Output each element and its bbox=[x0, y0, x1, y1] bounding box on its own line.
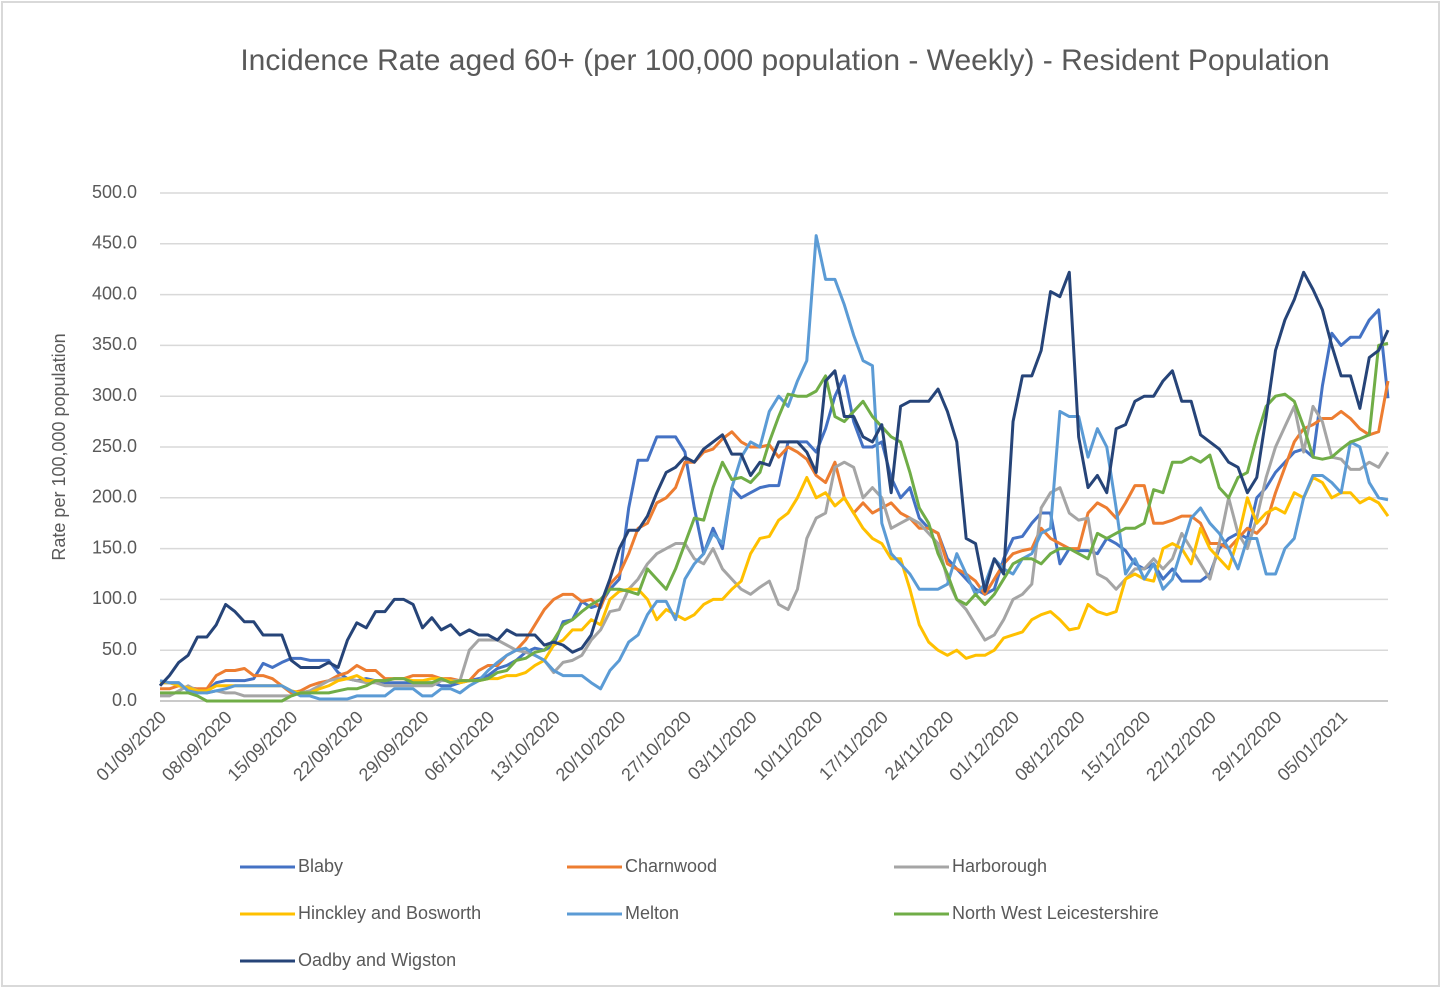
x-tick-label: 03/11/2020 bbox=[684, 707, 761, 784]
x-tick-label: 06/10/2020 bbox=[420, 707, 498, 785]
x-tick-label: 08/12/2020 bbox=[1011, 707, 1089, 785]
y-tick-label: 100.0 bbox=[92, 588, 137, 608]
x-tick-label: 15/09/2020 bbox=[224, 707, 302, 785]
series-line bbox=[160, 308, 1390, 693]
x-tick-label: 29/09/2020 bbox=[355, 707, 433, 785]
y-tick-label: 350.0 bbox=[92, 334, 137, 354]
series-line bbox=[160, 341, 1389, 703]
x-tick-label: 27/10/2020 bbox=[617, 707, 695, 785]
x-tick-label: 22/09/2020 bbox=[289, 707, 367, 785]
x-tick-label: 01/12/2020 bbox=[945, 707, 1023, 785]
legend-label: Hinckley and Bosworth bbox=[298, 903, 481, 923]
x-tick-label: 01/09/2020 bbox=[92, 707, 170, 785]
y-tick-label: 0.0 bbox=[112, 690, 137, 710]
x-tick-label: 08/09/2020 bbox=[158, 707, 236, 785]
y-tick-label: 500.0 bbox=[92, 182, 137, 202]
y-tick-label: 200.0 bbox=[92, 487, 137, 507]
y-tick-label: 300.0 bbox=[92, 385, 137, 405]
x-tick-label: 22/12/2020 bbox=[1142, 707, 1220, 785]
chart-title: Incidence Rate aged 60+ (per 100,000 pop… bbox=[240, 44, 1330, 77]
y-tick-label: 400.0 bbox=[92, 283, 137, 303]
y-tick-label: 50.0 bbox=[102, 639, 137, 659]
series-line bbox=[158, 270, 1390, 687]
series-line bbox=[160, 475, 1390, 695]
series-line bbox=[160, 404, 1390, 698]
x-tick-label: 13/10/2020 bbox=[486, 707, 564, 785]
series-line bbox=[159, 234, 1389, 701]
legend-label: Charnwood bbox=[625, 856, 717, 876]
x-tick-label: 17/11/2020 bbox=[815, 707, 892, 784]
legend-label: Harborough bbox=[952, 856, 1047, 876]
y-tick-label: 450.0 bbox=[92, 233, 137, 253]
x-tick-label: 29/12/2020 bbox=[1208, 707, 1286, 785]
x-tick-label: 15/12/2020 bbox=[1077, 707, 1155, 785]
x-tick-label: 05/01/2021 bbox=[1273, 707, 1351, 785]
legend-label: Melton bbox=[625, 903, 679, 923]
y-tick-label: 250.0 bbox=[92, 436, 137, 456]
legend-label: North West Leicestershire bbox=[952, 903, 1159, 923]
x-tick-label: 10/11/2020 bbox=[749, 707, 826, 784]
y-axis-title: Rate per 100,000 population bbox=[49, 333, 69, 560]
legend-label: Oadby and Wigston bbox=[298, 950, 456, 970]
y-tick-label: 150.0 bbox=[92, 537, 137, 557]
x-tick-label: 20/10/2020 bbox=[552, 707, 630, 785]
legend-label: Blaby bbox=[298, 856, 343, 876]
